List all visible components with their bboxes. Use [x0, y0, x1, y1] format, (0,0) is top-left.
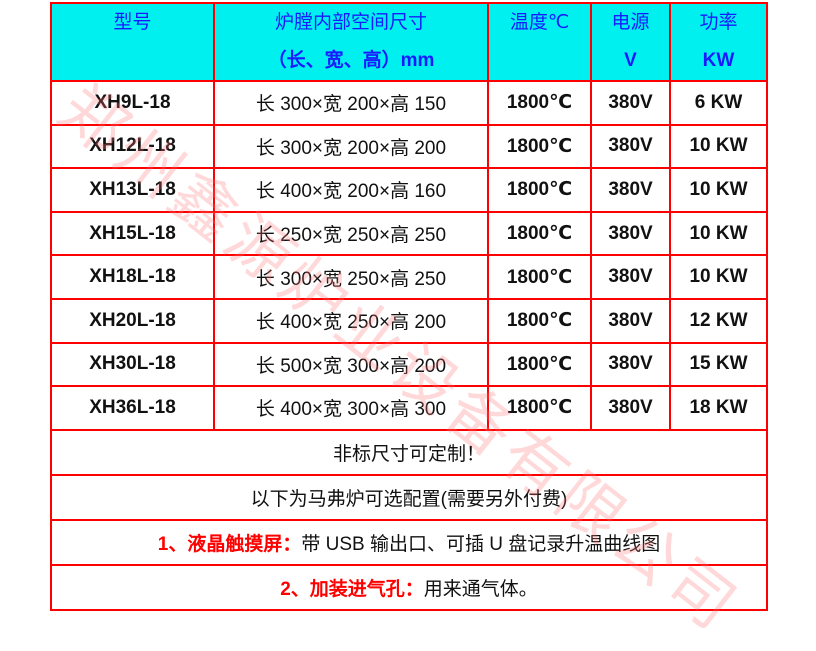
voltage-cell: 380V [590, 341, 671, 388]
model-cell: XH36L-18 [50, 385, 215, 431]
temp-cell: 1800℃ [487, 167, 592, 213]
power-cell: 10 KW [669, 254, 768, 300]
model-cell: XH15L-18 [50, 210, 215, 257]
temp-cell: 1800℃ [487, 123, 592, 170]
header-size: 炉膛内部空间尺寸 （长、宽、高）mm [213, 2, 489, 82]
table-row: XH30L-18 长 500×宽 300×高 200 1800℃ 380V 15 KW [50, 341, 768, 388]
option-2: 2、加装进气孔：用来通气体。 [50, 563, 768, 611]
note-custom: 非标尺寸可定制！ [50, 428, 768, 476]
note-options: 以下为马弗炉可选配置(需要另外付费) [50, 473, 768, 521]
voltage-cell: 380V [590, 254, 671, 300]
size-cell: 长 500×宽 300×高 200 [213, 341, 489, 388]
size-cell: 长 250×宽 250×高 250 [213, 210, 489, 257]
voltage-cell: 380V [590, 167, 671, 213]
spec-table: 型号 炉膛内部空间尺寸 （长、宽、高）mm 温度℃ 电源 V 功率 KW XH9L-1… [50, 2, 768, 611]
temp-cell: 1800℃ [487, 254, 592, 300]
model-cell: XH12L-18 [50, 123, 215, 170]
model-cell: XH9L-18 [50, 80, 215, 126]
size-cell: 长 400×宽 200×高 160 [213, 167, 489, 213]
header-row: 型号 炉膛内部空间尺寸 （长、宽、高）mm 温度℃ 电源 V 功率 KW [50, 2, 768, 82]
table-row: XH9L-18 长 300×宽 200×高 150 1800℃ 380V 6 KW [50, 80, 768, 126]
table-row: XH20L-18 长 400×宽 250×高 200 1800℃ 380V 12 KW [50, 297, 768, 344]
voltage-cell: 380V [590, 210, 671, 257]
header-model: 型号 [50, 2, 215, 82]
temp-cell: 1800℃ [487, 210, 592, 257]
header-voltage: 电源 V [590, 2, 671, 82]
option-2-text: 用来通气体。 [423, 578, 538, 600]
model-cell: XH18L-18 [50, 254, 215, 300]
temp-cell: 1800℃ [487, 80, 592, 126]
power-cell: 10 KW [669, 210, 768, 257]
model-cell: XH13L-18 [50, 167, 215, 213]
table-row: XH36L-18 长 400×宽 300×高 300 1800℃ 380V 18 KW [50, 385, 768, 431]
power-cell: 6 KW [669, 80, 768, 126]
power-cell: 18 KW [669, 385, 768, 431]
model-cell: XH20L-18 [50, 297, 215, 344]
size-cell: 长 300×宽 200×高 150 [213, 80, 489, 126]
power-cell: 15 KW [669, 341, 768, 388]
header-power: 功率 KW [669, 2, 768, 82]
table-row: XH15L-18 长 250×宽 250×高 250 1800℃ 380V 10 KW [50, 210, 768, 257]
option-1-label: 1、液晶触摸屏： [157, 533, 302, 555]
power-cell: 10 KW [669, 123, 768, 170]
power-cell: 10 KW [669, 167, 768, 213]
size-cell: 长 400×宽 250×高 200 [213, 297, 489, 344]
power-cell: 12 KW [669, 297, 768, 344]
voltage-cell: 380V [590, 80, 671, 126]
temp-cell: 1800℃ [487, 297, 592, 344]
size-cell: 长 300×宽 200×高 200 [213, 123, 489, 170]
temp-cell: 1800℃ [487, 341, 592, 388]
voltage-cell: 380V [590, 385, 671, 431]
model-cell: XH30L-18 [50, 341, 215, 388]
size-cell: 长 300×宽 250×高 250 [213, 254, 489, 300]
voltage-cell: 380V [590, 297, 671, 344]
size-cell: 长 400×宽 300×高 300 [213, 385, 489, 431]
table-row: XH18L-18 长 300×宽 250×高 250 1800℃ 380V 10 KW [50, 254, 768, 300]
option-1-text: 带 USB 输出口、可插 U 盘记录升温曲线图 [301, 533, 661, 555]
table-row: XH12L-18 长 300×宽 200×高 200 1800℃ 380V 10 KW [50, 123, 768, 170]
table-row: XH13L-18 长 400×宽 200×高 160 1800℃ 380V 10 KW [50, 167, 768, 213]
header-temp: 温度℃ [487, 2, 592, 82]
temp-cell: 1800℃ [487, 385, 592, 431]
option-2-label: 2、加装进气孔： [280, 578, 424, 600]
voltage-cell: 380V [590, 123, 671, 170]
option-1: 1、液晶触摸屏：带 USB 输出口、可插 U 盘记录升温曲线图 [50, 518, 768, 566]
